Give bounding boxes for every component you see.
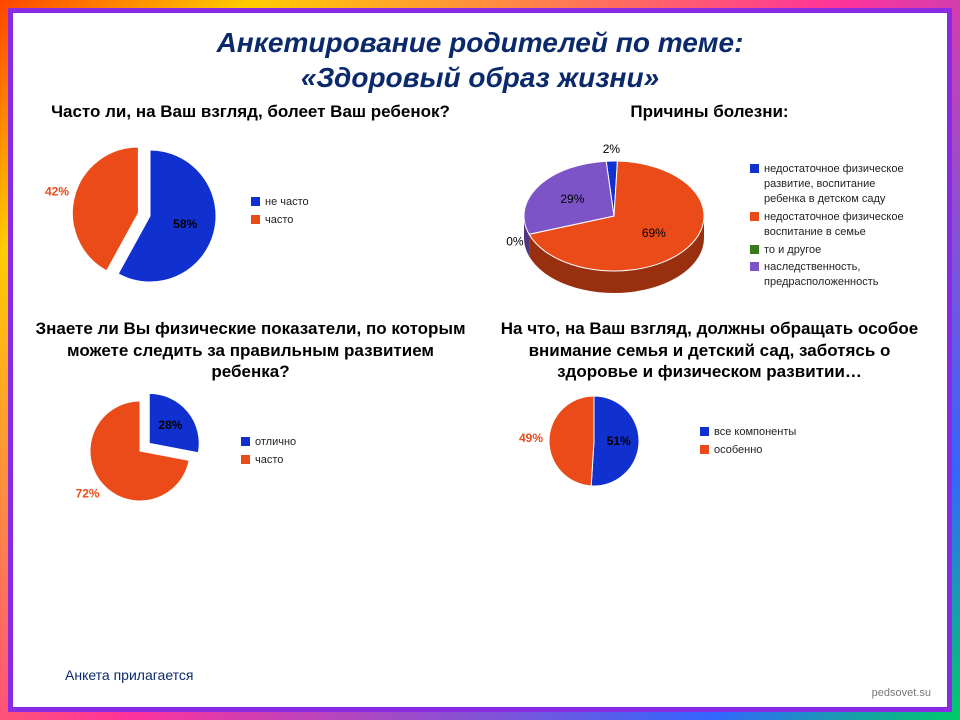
legend-label: наследственность, предрасположенность: [764, 260, 910, 290]
pct-label: 2%: [603, 142, 621, 156]
pct-label: 51%: [607, 434, 631, 448]
slide-content: Анкетирование родителей по теме: «Здоров…: [19, 19, 941, 701]
legend-item: все компоненты: [700, 425, 796, 440]
legend-label: отлично: [255, 435, 296, 450]
chart-4-title: На что, на Ваш взгляд, должны обращать о…: [484, 316, 935, 386]
chart-2-block: Причины болезни: 2% 69% 0% 29% недостаточно…: [484, 99, 935, 326]
legend-item: наследственность, предрасположенность: [750, 260, 910, 290]
legend-label: часто: [255, 453, 283, 468]
title-line-1: Анкетирование родителей по теме:: [217, 27, 744, 58]
legend-swatch: [241, 437, 250, 446]
chart-4-block: На что, на Ваш взгляд, должны обращать о…: [484, 316, 935, 516]
chart-1-body: 58% 42% не часто часто: [25, 126, 476, 296]
legend-item: недостаточное физическое развитие, воспи…: [750, 162, 910, 207]
legend-item: часто: [251, 213, 309, 228]
legend-item: отлично: [241, 435, 296, 450]
chart-3-pie: 28% 72%: [25, 386, 235, 516]
chart-1-pie: 58% 42%: [25, 126, 245, 296]
chart-2-title: Причины болезни:: [484, 99, 935, 126]
legend-swatch: [241, 455, 250, 464]
legend-item: не часто: [251, 195, 309, 210]
pie-slice: [549, 396, 594, 486]
chart-1-title: Часто ли, на Ваш взгляд, болеет Ваш ребе…: [25, 99, 476, 126]
legend-label: часто: [265, 213, 293, 228]
chart-4-pie: 51% 49%: [484, 386, 694, 496]
pct-label: 0%: [506, 235, 524, 249]
footer-note: Анкета прилагается: [65, 667, 194, 683]
chart-2-pie: 2% 69% 0% 29%: [484, 126, 744, 326]
legend-swatch: [750, 212, 759, 221]
legend-swatch: [750, 262, 759, 271]
pie-slice: [72, 147, 138, 271]
legend-label: недостаточное физическое воспитание в се…: [764, 210, 910, 240]
legend-item: особенно: [700, 443, 796, 458]
legend-label: недостаточное физическое развитие, воспи…: [764, 162, 910, 207]
legend-swatch: [700, 445, 709, 454]
legend-swatch: [750, 164, 759, 173]
purple-frame: Анкетирование родителей по теме: «Здоров…: [8, 8, 952, 712]
title-line-2: «Здоровый образ жизни»: [301, 62, 659, 93]
pct-label: 29%: [560, 192, 584, 206]
legend-swatch: [750, 245, 759, 254]
chart-3-legend: отлично часто: [241, 432, 296, 471]
chart-1-legend: не часто часто: [251, 192, 309, 231]
legend-item: то и другое: [750, 243, 910, 258]
chart-1-block: Часто ли, на Ваш взгляд, болеет Ваш ребе…: [25, 99, 476, 326]
slide-title: Анкетирование родителей по теме: «Здоров…: [19, 19, 941, 99]
legend-label: то и другое: [764, 243, 821, 258]
pct-label: 58%: [173, 217, 197, 231]
chart-2-body: 2% 69% 0% 29% недостаточное физическое разв…: [484, 126, 935, 326]
legend-label: все компоненты: [714, 425, 796, 440]
chart-4-legend: все компоненты особенно: [700, 422, 796, 461]
charts-grid: Часто ли, на Ваш взгляд, болеет Ваш ребе…: [19, 99, 941, 516]
legend-label: особенно: [714, 443, 762, 458]
pct-label: 28%: [158, 418, 182, 432]
chart-3-title: Знаете ли Вы физические показатели, по к…: [25, 316, 476, 386]
legend-item: часто: [241, 453, 296, 468]
legend-swatch: [700, 427, 709, 436]
watermark: pedsovet.su: [872, 687, 931, 699]
pct-label: 49%: [519, 431, 543, 445]
decorative-border: Анкетирование родителей по теме: «Здоров…: [0, 0, 960, 720]
legend-label: не часто: [265, 195, 309, 210]
pct-label: 69%: [642, 226, 666, 240]
legend-item: недостаточное физическое воспитание в се…: [750, 210, 910, 240]
chart-2-legend: недостаточное физическое развитие, воспи…: [750, 159, 910, 293]
pct-label: 42%: [45, 185, 69, 199]
chart-3-block: Знаете ли Вы физические показатели, по к…: [25, 316, 476, 516]
chart-3-body: 28% 72% отлично часто: [25, 386, 476, 516]
chart-4-body: 51% 49% все компоненты особенно: [484, 386, 935, 496]
legend-swatch: [251, 197, 260, 206]
legend-swatch: [251, 215, 260, 224]
pct-label: 72%: [76, 487, 100, 501]
